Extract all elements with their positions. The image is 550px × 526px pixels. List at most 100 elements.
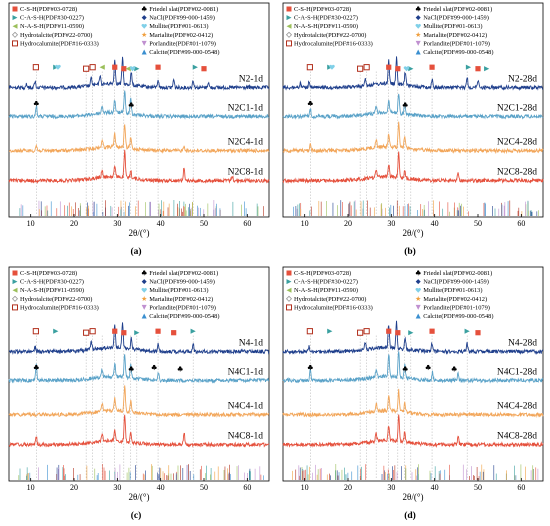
x-tick-label: 30 bbox=[113, 219, 121, 228]
club-lobe bbox=[33, 366, 37, 370]
legend-symbol bbox=[286, 40, 292, 47]
club-lobe bbox=[33, 102, 37, 106]
legend-label: C-S-H(PDF#03-0728) bbox=[294, 6, 351, 13]
peak-marker bbox=[121, 66, 127, 72]
club-stem bbox=[143, 9, 145, 12]
panel-caption: (a) bbox=[130, 246, 141, 257]
legend-symbol bbox=[415, 304, 421, 310]
legend-label: NaCl(PDF#99-000-1459) bbox=[149, 15, 215, 22]
legend-label: Calcite(PDF#99-000-0548) bbox=[149, 313, 219, 320]
legend-label: Hydrotalcite(PDF#22-0700) bbox=[294, 296, 366, 303]
peak-marker bbox=[128, 102, 134, 108]
legend-label: Hydrocalumite(PDF#16-0333) bbox=[20, 304, 99, 311]
club-lobe bbox=[144, 8, 147, 11]
peak-marker bbox=[192, 64, 198, 70]
club-stem bbox=[179, 369, 181, 372]
series-line bbox=[8, 354, 270, 384]
legend-symbol bbox=[141, 279, 147, 285]
legend-label: N-A-S-H(PDF#11-0590) bbox=[294, 287, 358, 294]
club-lobe bbox=[454, 368, 457, 371]
peak-marker bbox=[177, 366, 183, 372]
x-axis-title: 2θ/(°) bbox=[403, 228, 424, 238]
series-label: N4C8-1d bbox=[228, 432, 264, 442]
legend-symbol bbox=[141, 304, 147, 310]
series-line bbox=[282, 121, 544, 155]
plot-frame bbox=[8, 266, 270, 482]
peak-marker bbox=[201, 66, 207, 72]
legend-label: Hydrocalumite(PDF#16-0333) bbox=[20, 40, 99, 47]
xrd-panel-3: N4-28d N4C1-28d N4C4-28d N4C8-28d C-S-H(PDF#… bbox=[282, 266, 544, 521]
legend-symbol bbox=[285, 295, 293, 302]
series-label: N4C4-1d bbox=[228, 402, 264, 412]
club-lobe bbox=[415, 8, 419, 11]
legend-symbol bbox=[415, 40, 421, 46]
peak-marker bbox=[99, 64, 105, 70]
peak-marker bbox=[475, 66, 481, 72]
legend-label: NaCl(PDF#99-000-1459) bbox=[423, 15, 489, 22]
peak-marker bbox=[125, 66, 131, 72]
peak-marker bbox=[83, 65, 90, 72]
peak-marker bbox=[475, 330, 481, 336]
club-lobe bbox=[177, 368, 181, 371]
x-tick-label: 50 bbox=[200, 219, 208, 228]
peak-marker bbox=[134, 330, 140, 336]
x-axis-title: 2θ/(°) bbox=[129, 228, 150, 238]
peak-marker bbox=[307, 364, 313, 371]
peak-marker bbox=[129, 66, 136, 72]
x-tick-label: 40 bbox=[157, 219, 165, 228]
legend-label: Mullite(PDF#01-0613) bbox=[149, 287, 208, 294]
series-line bbox=[8, 124, 270, 154]
series-line bbox=[282, 414, 544, 449]
peak-marker bbox=[386, 64, 392, 70]
club-lobe bbox=[451, 368, 455, 371]
club-lobe bbox=[36, 102, 39, 106]
series-line bbox=[282, 151, 544, 184]
peak-marker bbox=[465, 64, 472, 70]
x-tick-label: 60 bbox=[243, 219, 251, 228]
legend-symbol bbox=[286, 304, 292, 311]
legend-label: Friedel slat(PDF#02-0081) bbox=[423, 6, 492, 13]
club-lobe bbox=[144, 272, 147, 275]
legend-symbol bbox=[286, 6, 292, 12]
club-lobe bbox=[405, 368, 408, 371]
x-tick-label: 30 bbox=[387, 483, 395, 492]
x-tick-label: 30 bbox=[113, 483, 121, 492]
peak-marker bbox=[306, 328, 313, 335]
peak-marker bbox=[408, 330, 414, 336]
series-label: N4-28d bbox=[508, 339, 537, 349]
club-lobe bbox=[151, 366, 155, 370]
peak-marker bbox=[190, 328, 196, 334]
legend-label: C-S-H(PDF#03-0728) bbox=[20, 6, 77, 13]
peak-marker bbox=[53, 328, 59, 334]
club-lobe bbox=[417, 6, 420, 9]
club-lobe bbox=[428, 366, 431, 370]
peak-marker bbox=[155, 64, 161, 70]
club-stem bbox=[35, 367, 37, 371]
series-line bbox=[282, 56, 544, 91]
legend-symbol bbox=[141, 270, 147, 276]
club-lobe bbox=[143, 6, 146, 9]
club-stem bbox=[153, 367, 155, 371]
x-tick-label: 40 bbox=[431, 483, 439, 492]
club-lobe bbox=[403, 102, 407, 105]
peak-marker bbox=[33, 364, 39, 371]
club-lobe bbox=[154, 366, 157, 370]
club-stem bbox=[404, 105, 406, 108]
series-label: N2-28d bbox=[508, 75, 537, 85]
panel-caption: (c) bbox=[131, 510, 142, 521]
peak-marker bbox=[425, 364, 431, 371]
xrd-panel-0: N2-1d N2C1-1d N2C4-1d N2C8-1d C-S-H(PDF#03-0… bbox=[8, 2, 270, 257]
legend-label: Porlandite(PDF#01-1079) bbox=[423, 304, 490, 311]
club-stem bbox=[309, 103, 311, 107]
x-tick-label: 20 bbox=[344, 483, 352, 492]
plot-frame bbox=[8, 2, 270, 218]
x-axis-title: 2θ/(°) bbox=[403, 492, 424, 502]
legend-label: NaCl(PDF#99-000-1459) bbox=[423, 279, 489, 286]
series-label: N2C8-1d bbox=[228, 168, 264, 178]
club-lobe bbox=[402, 368, 406, 371]
legend-symbol bbox=[286, 15, 292, 21]
club-stem bbox=[427, 367, 429, 371]
xrd-panel-1: N2-28d N2C1-28d N2C4-28d N2C8-28d C-S-H(PDF#… bbox=[282, 2, 544, 257]
club-lobe bbox=[403, 366, 407, 369]
